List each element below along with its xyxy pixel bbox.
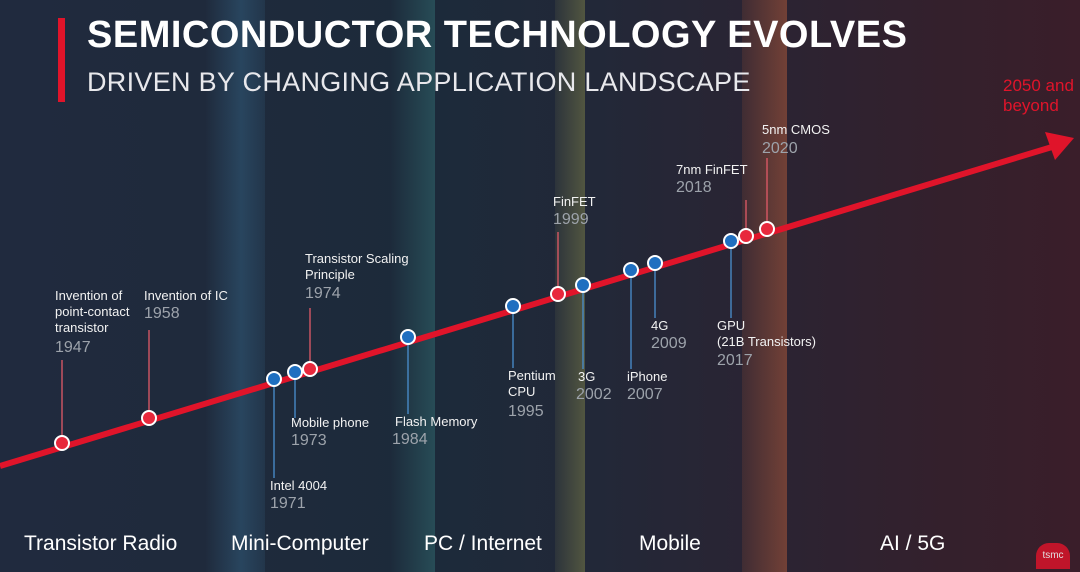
milestone-year-7nm-finfet: 2018 <box>676 179 712 196</box>
milestone-year-4g: 2009 <box>651 335 687 352</box>
milestone-node-intel-4004 <box>266 371 282 387</box>
era-band-ai-5g <box>742 0 787 572</box>
milestone-year-intel-4004: 1971 <box>270 495 306 512</box>
milestone-node-flash-memory <box>400 329 416 345</box>
milestone-label-line: Transistor Scaling <box>305 251 409 266</box>
title-accent-bar <box>58 18 65 102</box>
era-label-mini-computer: Mini-Computer <box>231 532 369 555</box>
milestone-label-line: point-contact <box>55 304 130 319</box>
milestone-label-line: Flash Memory <box>395 414 478 429</box>
future-label-line-1: 2050 and <box>1003 76 1074 95</box>
milestone-year-3g: 2002 <box>576 386 612 403</box>
milestone-label-line: 3G <box>578 369 596 384</box>
milestone-node-mobile-phone <box>287 364 303 380</box>
milestone-label-line: Pentium <box>508 368 556 383</box>
era-label-pc-internet: PC / Internet <box>424 532 542 555</box>
milestone-label-7nm-finfet: 7nm FinFET <box>676 162 748 178</box>
timeline-arrow-line <box>0 144 1053 469</box>
milestone-node-pentium-cpu <box>505 298 521 314</box>
milestone-label-ic: Invention of IC <box>144 288 228 304</box>
milestone-label-4g: 4G <box>651 318 668 334</box>
milestone-year-iphone: 2007 <box>627 386 663 403</box>
milestone-label-line: Mobile phone <box>291 415 370 430</box>
milestone-label-line: GPU <box>717 318 746 333</box>
milestone-node-point-contact-transistor <box>54 435 70 451</box>
milestone-label-line: iPhone <box>627 369 668 384</box>
milestone-label-5nm-cmos: 5nm CMOS <box>762 122 830 138</box>
milestone-label-line: 5nm CMOS <box>762 122 830 137</box>
milestone-year-mobile-phone: 1973 <box>291 432 327 449</box>
milestone-label-line: 4G <box>651 318 669 333</box>
era-band-mini-computer <box>205 0 265 572</box>
milestone-year-pentium-cpu: 1995 <box>508 403 544 420</box>
future-label: 2050 and beyond <box>1003 76 1074 116</box>
milestone-label-pentium-cpu: Pentium CPU <box>508 368 556 400</box>
milestone-label-transistor-scaling: Transistor Scaling Principle <box>305 251 409 283</box>
milestone-node-4g <box>647 255 663 271</box>
tsmc-logo: tsmc <box>1036 543 1070 569</box>
milestone-node-transistor-scaling <box>302 361 318 377</box>
page-subtitle: DRIVEN BY CHANGING APPLICATION LANDSCAPE <box>87 67 751 97</box>
era-label-mobile: Mobile <box>639 532 701 555</box>
milestone-year-transistor-scaling: 1974 <box>305 285 341 302</box>
milestone-year-5nm-cmos: 2020 <box>762 140 798 157</box>
milestone-node-3g <box>575 277 591 293</box>
milestone-node-iphone <box>623 262 639 278</box>
milestone-label-line: (21B Transistors) <box>717 334 816 349</box>
milestone-year-flash-memory: 1984 <box>392 431 428 448</box>
milestone-label-finfet: FinFET <box>553 194 596 210</box>
milestone-node-finfet <box>550 286 566 302</box>
milestone-label-line: Intel 4004 <box>270 478 328 493</box>
page-title: SEMICONDUCTOR TECHNOLOGY EVOLVES <box>87 14 908 56</box>
milestone-label-flash-memory: Flash Memory <box>395 414 477 430</box>
milestone-node-ic <box>141 410 157 426</box>
milestone-label-intel-4004: Intel 4004 <box>270 478 327 494</box>
milestone-node-5nm-cmos <box>759 221 775 237</box>
milestone-label-line: Principle <box>305 267 355 282</box>
milestone-label-line: transistor <box>55 320 109 335</box>
milestone-year-ic: 1958 <box>144 305 180 322</box>
milestone-label-gpu: GPU (21B Transistors) <box>717 318 816 350</box>
milestone-label-line: FinFET <box>553 194 596 209</box>
era-band-pc-internet <box>390 0 435 572</box>
milestone-year-point-contact-transistor: 1947 <box>55 339 91 356</box>
milestone-label-line: Invention of IC <box>144 288 228 303</box>
timeline-arrow-head <box>1045 132 1074 160</box>
milestone-label-line: 7nm FinFET <box>676 162 748 177</box>
milestone-year-finfet: 1999 <box>553 211 589 228</box>
milestone-label-line: CPU <box>508 384 536 399</box>
milestone-label-line: Invention of <box>55 288 123 303</box>
milestone-label-iphone: iPhone <box>627 369 667 385</box>
milestone-year-gpu: 2017 <box>717 352 753 369</box>
future-label-line-2: beyond <box>1003 96 1059 115</box>
milestone-label-point-contact-transistor: Invention of point-contact transistor <box>55 288 129 336</box>
era-label-transistor-radio: Transistor Radio <box>24 532 178 555</box>
milestone-node-7nm-finfet <box>738 228 754 244</box>
milestone-label-mobile-phone: Mobile phone <box>291 415 369 431</box>
milestone-node-gpu <box>723 233 739 249</box>
milestone-label-3g: 3G <box>578 369 595 385</box>
era-label-ai-5g: AI / 5G <box>880 532 946 555</box>
